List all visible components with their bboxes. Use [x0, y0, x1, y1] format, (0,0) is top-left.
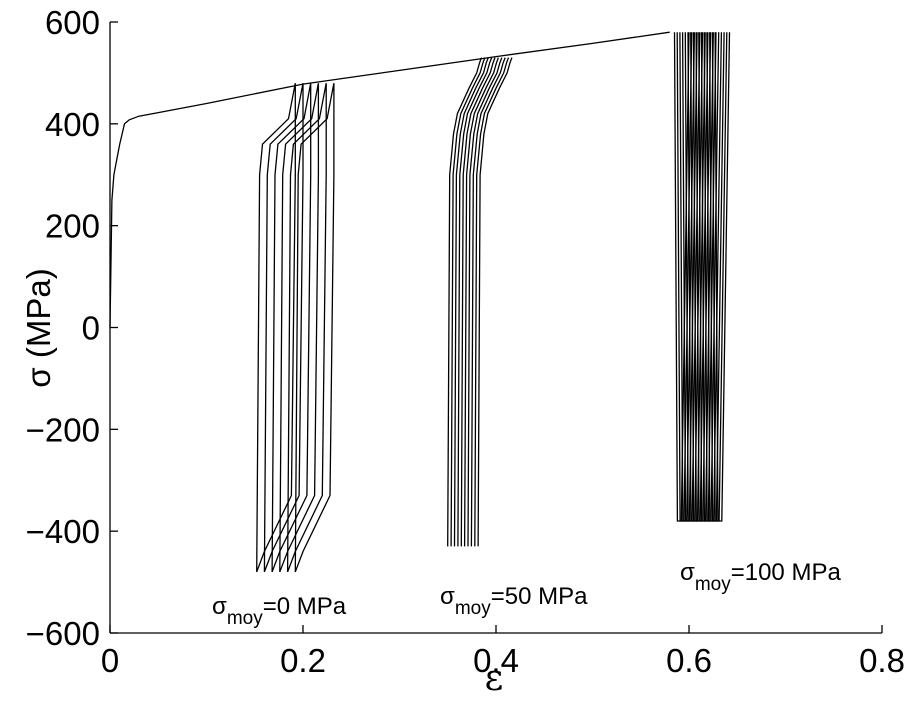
cycle-curve: [447, 57, 483, 547]
y-tick-label: 400: [45, 106, 100, 143]
y-tick-label: 600: [45, 4, 100, 41]
y-tick-label: −200: [26, 411, 100, 448]
cycle-curve: [286, 82, 327, 573]
x-tick-label: 0.2: [280, 642, 326, 679]
cycle-curve: [679, 32, 696, 522]
y-tick-label: 200: [45, 208, 100, 245]
cycle-curve: [457, 57, 493, 547]
cycle-curve: [690, 32, 706, 522]
cycle-curve: [684, 32, 701, 522]
cycle-curve: [687, 32, 704, 522]
series-mean-stress-50: [447, 57, 513, 547]
x-tick-label: 0.4: [473, 642, 519, 679]
y-tick-label: −400: [26, 513, 100, 550]
annotation-value: =100 MPa: [731, 559, 842, 586]
cycle-curve: [698, 32, 714, 522]
x-tick-label: 0.6: [666, 642, 712, 679]
cycle-curve: [470, 57, 506, 547]
cycle-curve: [450, 57, 486, 547]
cycle-curve: [467, 57, 503, 547]
cycle-curve: [692, 32, 709, 522]
x-axis-label: ε: [485, 658, 504, 699]
annotation-value: =0 MPa: [263, 593, 347, 620]
cycle-curve: [681, 32, 698, 522]
annotation-symbol: σ: [212, 593, 227, 620]
cycle-curve: [703, 32, 720, 522]
annotation-symbol: σ: [680, 559, 695, 586]
cycle-curve: [294, 82, 335, 573]
cycle-curve: [271, 82, 312, 573]
y-axis-label: σ (MPa): [20, 268, 57, 387]
cycle-curve: [714, 32, 731, 522]
series-mean-stress-100: [673, 32, 731, 522]
series-mean-stress-0: [256, 82, 335, 573]
ticks-layer: 0 0.2 0.4 0.6 0.8 −600 −400 −200 0 200 400 600: [26, 4, 905, 679]
monotonic-loading-curve: [109, 31, 670, 328]
cycle-curve: [460, 57, 496, 547]
curves-layer: [109, 31, 731, 573]
cycle-curve: [263, 82, 304, 573]
cycle-curve: [279, 82, 320, 573]
annotation-subscript: moy: [695, 574, 731, 595]
cycle-curve: [477, 57, 513, 547]
y-tick-label: −600: [26, 615, 100, 652]
x-tick-label: 0.8: [859, 642, 905, 679]
cycle-curve: [256, 82, 296, 573]
cycle-curve: [463, 57, 500, 547]
mean-stress-annotation: σmoy=0 MPa: [212, 593, 347, 629]
annotation-symbol: σ: [440, 583, 455, 610]
mean-stress-annotation: σmoy=50 MPa: [440, 583, 588, 619]
annotation-subscript: moy: [455, 598, 491, 619]
annotation-subscript: moy: [227, 608, 263, 629]
cycle-curve: [695, 32, 712, 522]
cycle-curve: [700, 32, 717, 522]
axes-layer: [109, 22, 882, 634]
cycle-curve: [711, 32, 728, 522]
y-tick-label: 0: [82, 310, 100, 347]
cycle-curve: [709, 32, 725, 522]
cycle-curve: [706, 32, 723, 522]
annotation-value: =50 MPa: [491, 583, 588, 610]
cycle-curve: [474, 57, 510, 547]
cycle-curve: [673, 32, 690, 522]
cycle-curve: [453, 57, 489, 547]
cycle-curve: [676, 32, 693, 522]
mean-stress-annotation: σmoy=100 MPa: [680, 559, 841, 595]
x-tick-label: 0: [101, 642, 119, 679]
